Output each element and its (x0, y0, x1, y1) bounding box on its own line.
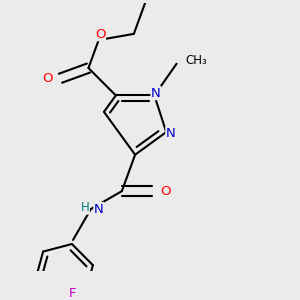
Text: N: N (151, 87, 161, 100)
Text: N: N (94, 202, 104, 215)
Text: O: O (43, 72, 53, 85)
Text: F: F (69, 287, 76, 300)
Text: H: H (81, 201, 89, 214)
Text: N: N (166, 127, 175, 140)
Text: O: O (95, 28, 105, 40)
Text: O: O (160, 184, 170, 198)
Text: CH₃: CH₃ (185, 54, 207, 67)
